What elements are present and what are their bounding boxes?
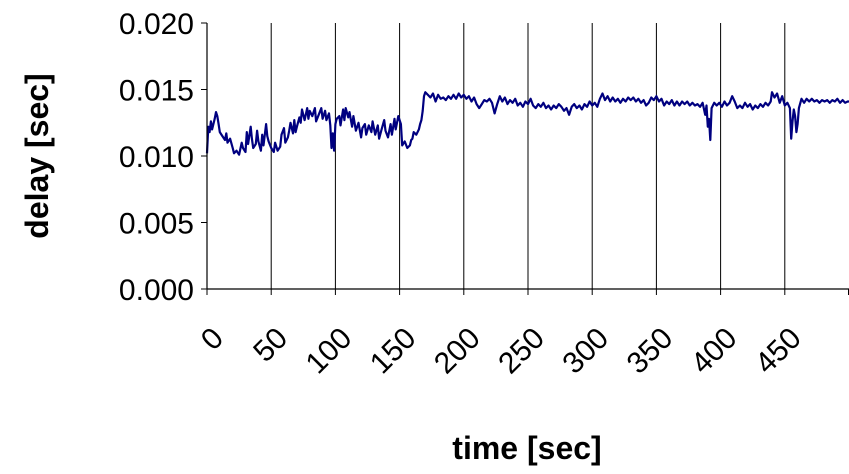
- y-tick-label-0.000: 0.000: [119, 274, 194, 307]
- y-tick-labels: 0.000 0.005 0.010 0.015 0.020: [119, 8, 194, 307]
- axes: [206, 23, 849, 290]
- x-tick-labels: 0 50 100 150 200 250 300 350 400 450: [195, 322, 808, 381]
- x-tick-label-150: 150: [364, 322, 423, 381]
- y-tick-label-0.010: 0.010: [119, 141, 194, 174]
- vertical-gridlines: [270, 23, 786, 289]
- x-axis-title: time [sec]: [452, 430, 601, 466]
- x-tick-label-400: 400: [685, 322, 744, 381]
- x-tick-label-0: 0: [195, 322, 230, 357]
- x-tick-label-350: 350: [621, 322, 680, 381]
- x-tick-label-450: 450: [749, 322, 808, 381]
- x-tick-label-200: 200: [428, 322, 487, 381]
- series-group: [205, 91, 849, 156]
- y-tick-label-0.005: 0.005: [119, 208, 194, 241]
- y-axis-ticks: [201, 22, 207, 290]
- x-tick-label-300: 300: [556, 322, 615, 381]
- series-line-0: [205, 91, 849, 156]
- y-tick-label-0.020: 0.020: [119, 8, 194, 41]
- x-tick-label-100: 100: [300, 322, 359, 381]
- x-tick-label-50: 50: [247, 322, 294, 369]
- y-axis-title: delay [sec]: [19, 73, 55, 238]
- y-tick-label-0.015: 0.015: [119, 75, 194, 108]
- x-axis-ticks: [206, 289, 849, 295]
- x-tick-label-250: 250: [492, 322, 551, 381]
